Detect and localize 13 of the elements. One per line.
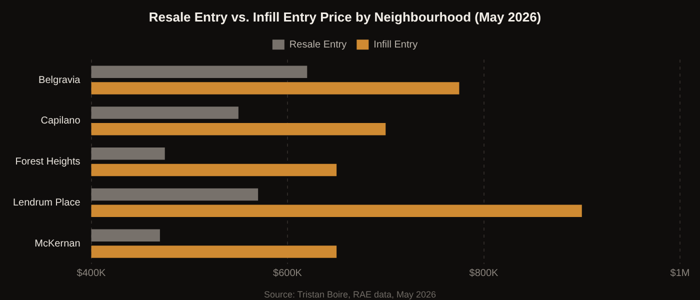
y-tick-label: Forest Heights (15, 156, 80, 168)
x-tick-label: $800K (469, 268, 499, 279)
x-tick-label: $600K (273, 268, 302, 279)
y-tick-label: Capilano (40, 116, 81, 127)
y-tick-label: Belgravia (38, 74, 81, 86)
x-tick-label: $400K (76, 268, 106, 279)
legend-label: Infill Entry (374, 39, 418, 50)
legend-label: Resale Entry (289, 39, 347, 50)
chart-title: Resale Entry vs. Infill Entry Price by Neighbourhood (May 2026) (148, 9, 542, 24)
x-tick-label: $1M (670, 268, 690, 279)
y-tick-label: McKernan (34, 238, 80, 250)
source-note: Source: Tristan Boire, RAE data, May 2026 (264, 289, 436, 300)
y-tick-label: Lendrum Place (12, 197, 81, 208)
